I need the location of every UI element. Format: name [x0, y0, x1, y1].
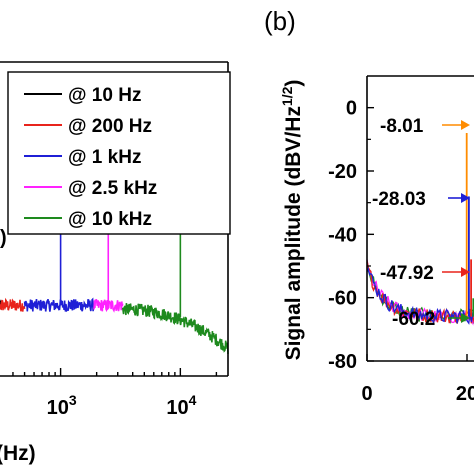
annotation-label: -8.01: [380, 116, 424, 137]
annotation-arrowhead: [461, 193, 470, 203]
series-line-a: [0, 297, 26, 312]
y-axis-label-b: Signal amplitude (dBV/Hz1/2): [279, 80, 305, 361]
annotation-arrowhead: [461, 313, 470, 323]
partial-label-a: ): [0, 227, 7, 249]
x-axis-label-a: (Hz): [0, 442, 36, 465]
series-line-b: [366, 260, 474, 325]
x-tick-label-b: 20: [456, 383, 474, 405]
legend-label: @ 10 kHz: [68, 209, 152, 230]
y-tick-label-b: 0: [346, 98, 357, 120]
y-tick-label-b: -20: [328, 161, 357, 183]
panel-a: 103 104 (Hz)) @ 10 Hz @ 200 Hz @ 1 kHz @ 2.5 k…: [0, 61, 231, 465]
annotation-label: -47.92: [380, 263, 434, 284]
legend-label: @ 1 kHz: [68, 147, 141, 168]
annotation-arrowhead: [461, 267, 470, 277]
y-tick-label-b: -60: [328, 288, 357, 310]
legend-label: @ 2.5 kHz: [68, 178, 157, 199]
legend-label: @ 10 Hz: [68, 85, 141, 106]
series-line-a: [23, 297, 95, 313]
x-tick-label-b: 0: [361, 383, 372, 405]
legend-box: [7, 71, 231, 235]
legend-label: @ 200 Hz: [68, 116, 152, 137]
annotation-arrowhead: [461, 120, 470, 130]
y-tick-label-b: -80: [328, 351, 357, 373]
panel-label-b: (b): [264, 6, 296, 36]
series-line-a: [0, 299, 3, 310]
annotation-label: -28.03: [372, 189, 426, 210]
x-tick-label-a: 104: [166, 392, 196, 419]
series-line-a: [93, 299, 124, 313]
y-tick-label-b: -40: [328, 224, 357, 246]
annotation-label: -60.2: [392, 309, 435, 330]
series-line-a: [121, 302, 229, 354]
x-tick-label-a: 103: [47, 392, 77, 419]
